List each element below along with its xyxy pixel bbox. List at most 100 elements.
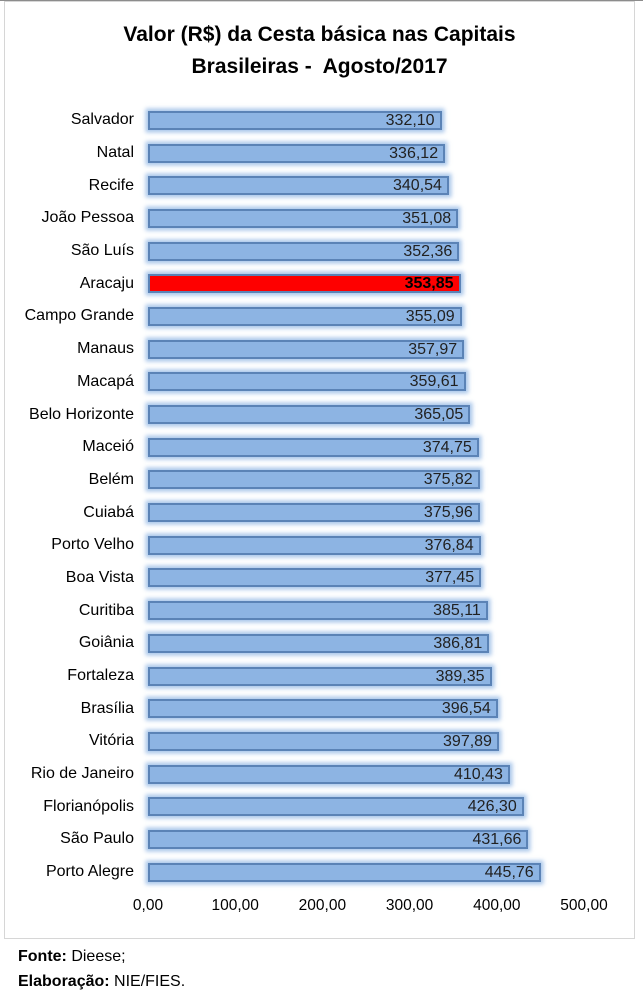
value-label: 375,82 [423,471,473,489]
source-value: Dieese; [66,948,126,965]
x-axis: 0,00 100,00 200,00 300,00 400,00 500,00 [15,897,626,919]
bar-row: Florianópolis 426,30 [15,790,626,823]
x-axis-tick-label: 200,00 [298,896,347,914]
bar-highlighted: 353,85 [148,274,461,294]
bar-track: 355,09 [148,306,584,326]
window-top-edge [0,0,643,1]
category-label: Rio de Janeiro [30,765,134,783]
category-label: São Paulo [60,830,134,848]
x-axis-tick-label: 100,00 [211,896,259,914]
bar: 351,08 [148,208,459,228]
bar: 385,11 [148,601,488,621]
bar-track: 385,11 [148,601,584,621]
bar-row: Curitiba 385,11 [15,594,626,627]
chart-footer: Fonte: Dieese; Elaboração: NIE/FIES. [18,944,185,994]
bar-track: 351,08 [148,208,584,228]
bar-row: Belém 375,82 [15,464,626,497]
chart-title-line-1: Valor (R$) da Cesta básica nas Capitais [123,23,516,46]
bar-row: Campo Grande 355,09 [15,300,626,333]
value-label: 340,54 [393,177,442,195]
value-label: 332,10 [385,111,435,129]
bar-track: 386,81 [148,633,584,653]
bar-row: Recife 340,54 [15,169,626,202]
bar-row: Belo Horizonte 365,05 [15,398,626,431]
bar-track: 375,82 [148,470,584,490]
value-label: 396,54 [441,700,491,718]
category-label: Natal [96,144,134,162]
bar: 396,54 [148,699,498,719]
bar-track: 376,84 [148,535,584,555]
bar-row: Vitória 397,89 [15,725,626,758]
bar-row: Cuiabá 375,96 [15,496,626,529]
category-label: Macapá [77,372,134,390]
bar-track: 374,75 [148,437,584,457]
category-label: Cuiabá [83,503,134,521]
bar-track: 365,05 [148,405,584,425]
category-label: Curitiba [78,601,134,619]
value-label: 355,09 [405,307,455,325]
value-label: 389,35 [435,667,485,685]
value-label: 445,76 [484,863,534,881]
category-label: São Luís [70,242,134,260]
source-label: Fonte: [18,948,67,965]
source-line: Fonte: Dieese; [18,944,185,969]
category-label: Belém [88,470,134,488]
bar-row: Porto Alegre 445,76 [15,856,626,889]
bar-track: 353,85 [148,274,584,294]
bar-row: Boa Vista 377,45 [15,562,626,595]
category-label: João Pessoa [41,209,134,227]
bar-track: 396,54 [148,699,584,719]
category-label: Manaus [77,340,134,358]
axis-track: 0,00 100,00 200,00 300,00 400,00 500,00 [133,896,608,919]
chart-title-line-2: Brasileiras - Agosto/2017 [191,54,448,78]
bar: 426,30 [148,797,524,817]
bar: 352,36 [148,241,460,261]
value-label: 336,12 [389,144,439,162]
elaboration-line: Elaboração: NIE/FIES. [18,969,185,994]
bar-track: 389,35 [148,666,584,686]
bar-track: 332,10 [148,110,584,130]
value-label: 397,89 [443,732,492,750]
bar-row: Natal 336,12 [15,137,626,170]
bar: 340,54 [148,176,449,196]
value-label: 426,30 [467,798,517,816]
bar-row: Aracaju 353,85 [15,267,626,300]
elaboration-value: NIE/FIES. [109,973,186,990]
bar: 359,61 [148,372,466,392]
category-label: Salvador [70,111,134,129]
bar-row: Brasília 396,54 [15,692,626,725]
axis-spacer [15,897,148,919]
value-label: 377,45 [425,569,475,587]
bar-row: Rio de Janeiro 410,43 [15,758,626,791]
bar-track: 359,61 [148,372,584,392]
bar-row: João Pessoa 351,08 [15,202,626,235]
value-label: 386,81 [433,634,483,652]
value-label: 365,05 [414,406,464,424]
category-label: Florianópolis [43,797,134,815]
bar-row: São Paulo 431,66 [15,823,626,856]
x-axis-tick-label: 0,00 [132,896,164,914]
x-axis-tick-label: 300,00 [385,896,434,914]
value-label: 359,61 [409,373,459,391]
bar: 431,66 [148,829,529,849]
bar: 374,75 [148,437,479,457]
bar-track: 340,54 [148,176,584,196]
bar-row: São Luís 352,36 [15,235,626,268]
value-label: 431,66 [472,830,522,848]
category-label: Fortaleza [67,667,134,685]
bar-row: Fortaleza 389,35 [15,660,626,693]
category-label: Goiânia [78,634,134,652]
bar-row: Macapá 359,61 [15,366,626,399]
bar: 336,12 [148,143,446,163]
bar: 445,76 [148,862,541,882]
value-label: 374,75 [422,438,472,456]
category-label: Boa Vista [65,568,134,586]
chart-frame: Valor (R$) da Cesta básica nas Capitais … [4,1,635,939]
bar-row: Manaus 357,97 [15,333,626,366]
bar-track: 431,66 [148,829,584,849]
bar: 357,97 [148,339,465,359]
elaboration-label: Elaboração: [18,973,110,990]
x-axis-tick-label: 500,00 [560,896,608,914]
value-label: 357,97 [408,340,458,358]
